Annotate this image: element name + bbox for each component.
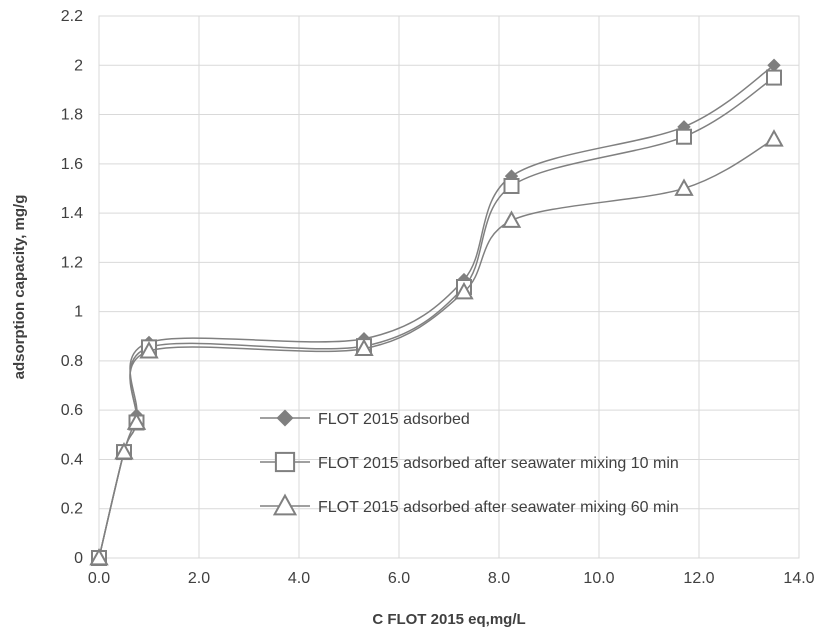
y-tick-label: 1.8 — [61, 107, 83, 124]
x-tick-label: 0.0 — [88, 570, 110, 587]
y-tick-label: 0.4 — [61, 451, 83, 468]
data-point — [767, 58, 781, 72]
data-point — [89, 547, 109, 566]
data-point — [676, 128, 692, 145]
data-point — [454, 281, 474, 300]
legend-entry-2: FLOT 2015 adsorbed after seawater mixing… — [260, 451, 679, 473]
y-tick-label: 1 — [74, 304, 83, 321]
y-tick-label: 1.4 — [61, 205, 83, 222]
legend: FLOT 2015 adsorbed FLOT 2015 adsorbed aft… — [260, 409, 679, 516]
x-tick-label: 12.0 — [683, 570, 714, 587]
y-tick-label: 0.8 — [61, 353, 83, 370]
y-tick-label: 0.6 — [61, 402, 83, 419]
data-point — [766, 69, 782, 86]
series-layer — [89, 58, 784, 566]
data-point — [503, 177, 520, 194]
legend-entry-1: FLOT 2015 adsorbed — [260, 409, 470, 428]
y-tick-label: 1.6 — [61, 156, 83, 173]
y-tick-label: 2.2 — [61, 8, 83, 25]
plot-border — [98, 15, 800, 559]
data-point — [501, 210, 522, 228]
legend-entry-3: FLOT 2015 adsorbed after seawater mixing… — [260, 493, 679, 516]
x-tick-label: 4.0 — [288, 570, 310, 587]
series-line — [98, 76, 775, 559]
x-tick-label: 6.0 — [388, 570, 410, 587]
x-tick-label: 2.0 — [188, 570, 210, 587]
series-2 — [91, 69, 782, 566]
series-3 — [89, 129, 784, 566]
legend-marker — [272, 493, 298, 516]
series-line — [98, 138, 775, 559]
x-tick-label: 10.0 — [583, 570, 614, 587]
data-point — [674, 178, 694, 196]
data-point — [114, 442, 134, 460]
y-tick-label: 2 — [74, 57, 83, 74]
data-point — [126, 412, 147, 430]
legend-marker — [274, 451, 296, 473]
legend-label: FLOT 2015 adsorbed — [318, 411, 470, 428]
data-point — [139, 340, 159, 359]
x-axis-title: C FLOT 2015 eq,mg/L — [372, 611, 525, 628]
x-tick-label: 8.0 — [488, 570, 510, 587]
grid-layer — [98, 15, 800, 559]
series-line — [98, 64, 775, 559]
legend-marker — [276, 409, 294, 427]
legend-label: FLOT 2015 adsorbed after seawater mixing… — [318, 499, 679, 516]
y-tick-label: 0 — [74, 550, 83, 567]
y-axis-title: adsorption capacity, mg/g — [11, 195, 28, 380]
data-point — [354, 338, 374, 356]
axis-layer: 0.0 2.0 4.0 6.0 8.0 10.0 12.0 14.0 0 0.2 0.4 0.6 0.8… — [61, 8, 815, 587]
legend-label: FLOT 2015 adsorbed after seawater mixing… — [318, 455, 679, 472]
y-tick-label: 0.2 — [61, 501, 83, 518]
x-tick-label: 14.0 — [783, 570, 814, 587]
y-tick-label: 1.2 — [61, 254, 83, 271]
data-point — [764, 129, 784, 147]
